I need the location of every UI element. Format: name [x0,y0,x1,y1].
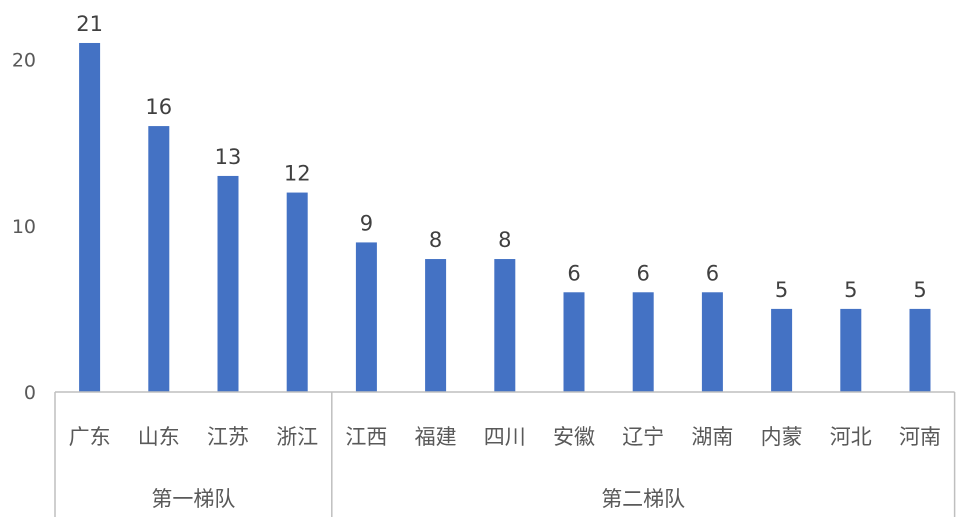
bar [909,308,931,392]
bar [355,242,377,392]
category-label: 福建 [415,425,457,449]
bar [217,175,239,392]
category-label: 四川 [484,425,526,449]
category-label: 河北 [830,425,872,449]
category-label: 浙江 [276,425,318,449]
data-label: 5 [913,278,926,302]
category-label: 河南 [899,425,941,449]
data-label: 5 [775,278,788,302]
group-axis: 第一梯队 第二梯队 [54,392,956,517]
data-label: 5 [844,278,857,302]
bar [425,259,447,392]
y-tick-label: 10 [12,216,36,238]
bar [840,308,862,392]
category-label: 内蒙 [761,425,803,449]
category-label: 安徽 [553,425,595,449]
data-label: 12 [284,162,311,186]
bar [563,292,585,392]
bar [632,292,654,392]
category-label: 辽宁 [622,425,664,449]
bar [286,192,308,392]
data-label: 6 [637,261,650,285]
group-label: 第二梯队 [601,487,685,511]
data-label: 8 [498,228,511,252]
y-axis: 0 10 20 [12,50,36,404]
bar [148,126,170,392]
data-labels: 21 16 13 12 9 8 8 6 6 6 5 5 5 [76,12,926,302]
category-label: 湖南 [691,425,733,449]
bar [494,259,516,392]
category-label: 山东 [138,425,180,449]
category-label: 江苏 [207,425,249,449]
data-label: 9 [360,211,373,235]
y-tick-label: 20 [12,50,36,72]
data-label: 13 [215,145,242,169]
data-label: 16 [145,95,172,119]
data-label: 6 [567,261,580,285]
category-label: 江西 [345,425,387,449]
category-label: 广东 [69,425,111,449]
data-label: 8 [429,228,442,252]
y-tick-label: 0 [24,382,36,404]
bar [79,42,101,392]
bar [701,292,723,392]
data-label: 21 [76,12,103,36]
category-labels: 广东 山东 江苏 浙江 江西 福建 四川 安徽 辽宁 湖南 内蒙 河北 河南 [69,425,941,449]
data-label: 6 [706,261,719,285]
bar [771,308,793,392]
group-label: 第一梯队 [151,487,235,511]
bars [79,42,931,392]
